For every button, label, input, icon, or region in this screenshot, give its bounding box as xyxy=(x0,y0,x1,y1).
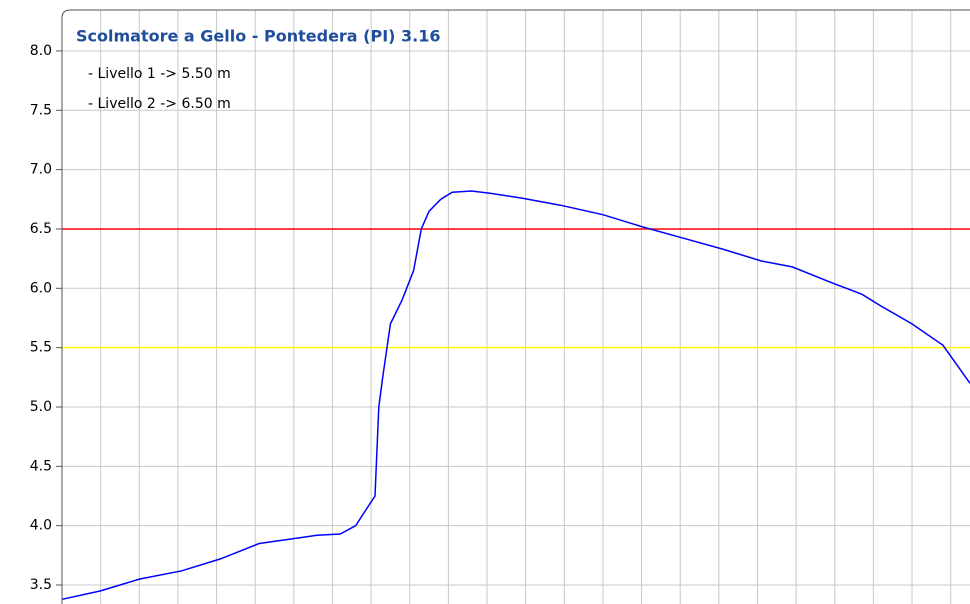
legend-entry: - Livello 2 -> 6.50 m xyxy=(88,96,231,112)
y-tick-label: 6.5 xyxy=(30,221,52,237)
mark-layer xyxy=(61,190,970,601)
grid-layer xyxy=(62,10,970,604)
legend-entry: - Livello 1 -> 5.50 m xyxy=(88,66,231,82)
y-tick-label: 5.0 xyxy=(30,399,52,415)
plot-frame xyxy=(61,9,970,604)
y-tick-label: 4.0 xyxy=(30,518,52,534)
y-tick-label: 7.5 xyxy=(30,102,52,118)
y-tick-label: 3.5 xyxy=(30,577,52,593)
chart-title: Scolmatore a Gello - Pontedera (PI) 3.16 xyxy=(76,27,441,46)
data-line xyxy=(61,190,970,601)
y-tick-label: 7.0 xyxy=(30,162,52,178)
y-tick-label: 6.0 xyxy=(30,280,52,296)
y-tick-label: 5.5 xyxy=(30,340,52,356)
y-tick-label: 8.0 xyxy=(30,43,52,59)
y-tick-label: 4.5 xyxy=(30,458,52,474)
